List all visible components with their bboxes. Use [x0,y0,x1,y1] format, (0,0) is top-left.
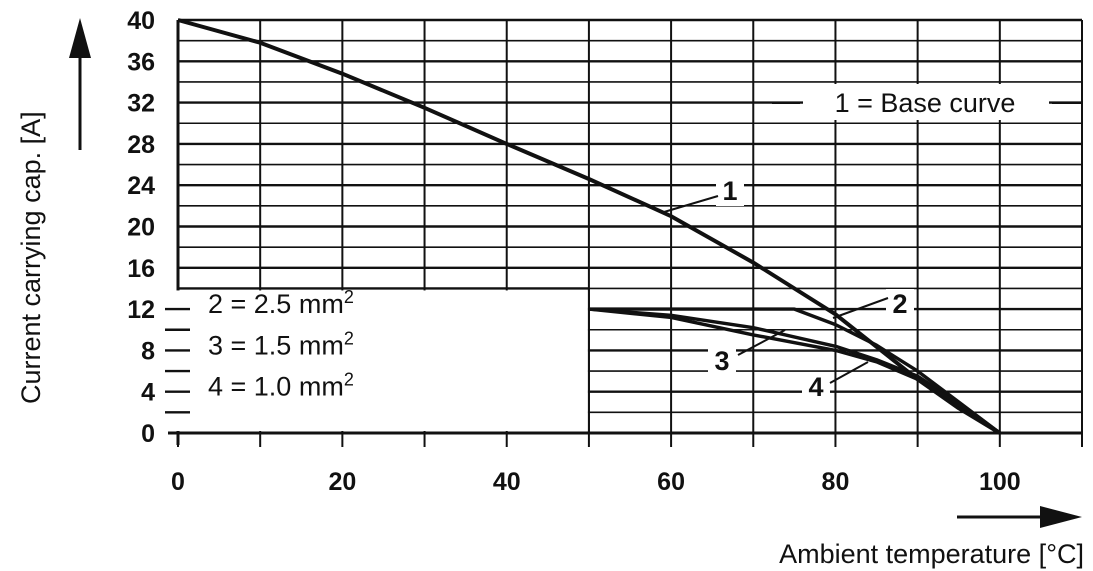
y-tick-label: 40 [127,7,155,35]
curve-label-leader [829,361,869,384]
y-tick-label: 20 [127,214,155,242]
x-tick-label: 60 [657,468,685,496]
legend-item: 3 = 1.5 mm2 [208,328,354,360]
legend-item: 2 = 2.5 mm2 [208,287,354,319]
y-tick-label: 4 [141,379,155,407]
base-curve-label: 1 = Base curve [835,88,1016,118]
legend-item-text: 4 = 1.0 mm [208,372,344,402]
legend-item-text: 3 = 1.5 mm [208,330,344,360]
curve-4 [588,307,1001,435]
legend-item-superscript: 2 [344,370,354,390]
x-axis-arrow-head [1040,506,1082,528]
y-tick-label: 8 [141,337,155,365]
curve-label-2: 2 [892,289,907,319]
curve-label-1: 1 [722,176,737,206]
curve-label-leader [832,297,889,319]
x-tick-label: 80 [822,468,850,496]
y-tick-label: 24 [127,172,155,200]
legend-item-text: 2 = 2.5 mm [208,289,344,319]
legend-item: 4 = 1.0 mm2 [208,370,354,402]
curve-label-4: 4 [808,372,823,402]
y-axis-arrow-head [69,18,91,58]
y-axis-title: Current carrying cap. [A] [16,111,46,404]
curve-label-3: 3 [714,346,729,376]
curve-label-leader [737,329,786,356]
legend-item-superscript: 2 [344,287,354,307]
y-axis-title-group: Current carrying cap. [A] [16,18,91,404]
x-tick-label: 40 [493,468,521,496]
x-tick-label: 0 [171,468,185,496]
y-tick-label: 32 [127,90,155,118]
curve-label-bg [716,176,744,206]
x-axis-title: Ambient temperature [°C] [779,539,1084,569]
legend-panel [162,290,588,431]
x-tick-label: 20 [328,468,356,496]
y-tick-label: 36 [127,48,155,76]
curve-label-bg [708,346,736,376]
curve-label-bg [886,289,914,319]
curve-label-leader [663,195,719,213]
curve-label-bg [802,372,830,402]
curve-2 [588,307,1001,435]
y-tick-label: 0 [141,420,155,448]
base-curve-label-bg [803,84,1049,120]
x-axis-title-group: Ambient temperature [°C] [779,506,1084,569]
y-tick-label: 16 [127,255,155,283]
curve-labels: 1 2 3 4 [663,102,1082,402]
legend-item-superscript: 2 [344,328,354,348]
y-tick-label: 12 [127,296,155,324]
x-tick-label: 100 [979,468,1021,496]
curves [177,18,1001,435]
y-tick-label: 28 [127,131,155,159]
